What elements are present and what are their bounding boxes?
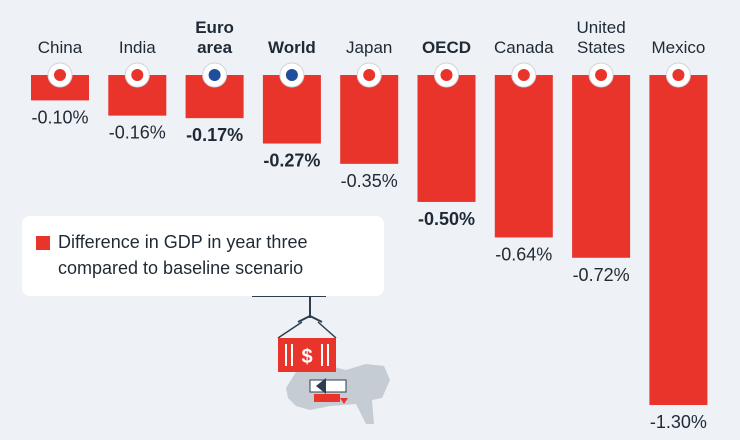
flag-emblem [517, 69, 530, 81]
category-label: Euro [195, 18, 234, 37]
value-label: -0.35% [341, 171, 398, 191]
flag-emblem [440, 69, 453, 81]
bar-oecd [417, 75, 476, 202]
value-labels: -0.10% -0.16% -0.17% -0.27% -0.35% -0.50% -0.6… [31, 107, 706, 432]
value-label: -0.50% [418, 209, 475, 229]
category-label: China [38, 38, 83, 57]
flag-emblem [54, 69, 66, 81]
value-label: -0.10% [31, 107, 88, 127]
bars-layer [31, 75, 708, 405]
value-label: -1.30% [650, 412, 707, 432]
category-label: Japan [346, 38, 392, 57]
legend-swatch [36, 236, 50, 250]
legend: Difference in GDP in year three compared… [22, 216, 384, 296]
category-label: India [119, 38, 156, 57]
category-label: area [197, 38, 233, 57]
flag-emblem [363, 69, 376, 81]
svg-text:$: $ [301, 346, 312, 368]
legend-text: Difference in GDP in year three compared… [58, 232, 308, 278]
flag-icons [47, 62, 691, 88]
trade-illustration-icon: $ [252, 295, 390, 424]
category-label: United [577, 18, 626, 37]
bar-united-states [572, 75, 631, 258]
bar-japan [340, 75, 399, 164]
bar-mexico [649, 75, 708, 405]
flag-emblem [208, 69, 221, 81]
flag-emblem [672, 69, 685, 81]
category-label: States [577, 38, 625, 57]
value-label: -0.17% [186, 125, 243, 145]
category-label: World [268, 38, 316, 57]
value-label: -0.64% [495, 244, 552, 264]
value-label: -0.27% [263, 151, 320, 171]
value-label: -0.72% [573, 265, 630, 285]
bar-canada [494, 75, 553, 238]
flag-emblem [131, 69, 144, 81]
flag-emblem [285, 69, 298, 81]
category-label: OECD [422, 38, 471, 57]
value-label: -0.16% [109, 123, 166, 143]
flag-emblem [595, 69, 608, 81]
category-label: Canada [494, 38, 554, 57]
category-label: Mexico [651, 38, 705, 57]
